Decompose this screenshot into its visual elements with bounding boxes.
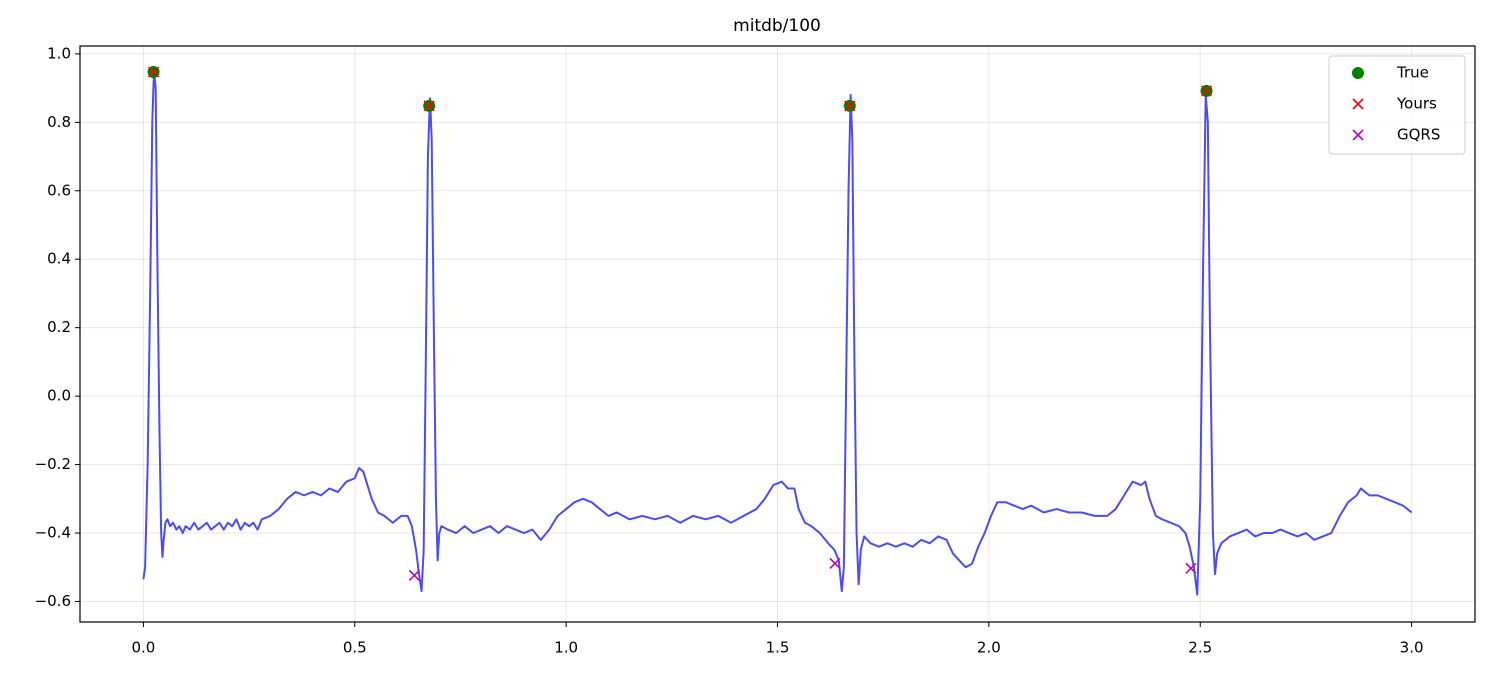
legend-label: Yours — [1396, 95, 1437, 113]
legend-box — [1328, 55, 1466, 155]
marker-x — [829, 557, 841, 570]
x-tick-label: 2.0 — [977, 639, 1001, 657]
legend: True Yours GQRS — [1328, 55, 1466, 155]
x-tick-label: 0.0 — [131, 639, 155, 657]
marker-x — [147, 66, 160, 78]
x-tick-label: 1.0 — [554, 639, 578, 657]
y-tick-label: 0.2 — [47, 318, 71, 336]
x-tick-label: 3.0 — [1400, 639, 1424, 657]
signal-line — [142, 69, 1413, 596]
y-tick-label: −0.4 — [35, 524, 71, 542]
marker-x — [1352, 129, 1364, 141]
y-tick-label: 0.4 — [47, 250, 71, 268]
marker-x — [1352, 98, 1364, 110]
marker-dot — [1352, 67, 1364, 79]
marker-x — [1201, 85, 1213, 97]
y-tick-label: 0.0 — [47, 387, 71, 405]
marker-x — [844, 100, 856, 112]
y-tick-label: 0.6 — [47, 181, 71, 199]
plot-frame — [79, 45, 1476, 623]
y-tick-label: 0.8 — [47, 113, 71, 131]
chart-title: mitdb/100 — [733, 16, 821, 36]
x-tick-label: 0.5 — [343, 639, 367, 657]
marker-x — [408, 569, 420, 582]
legend-label: GQRS — [1397, 126, 1440, 144]
y-tick-label: −0.6 — [35, 592, 71, 610]
marker-x — [423, 100, 435, 112]
x-tick-label: 2.5 — [1188, 639, 1212, 657]
legend-label: True — [1396, 64, 1429, 82]
x-tick-label: 1.5 — [766, 639, 790, 657]
y-tick-label: −0.2 — [35, 455, 71, 473]
y-tick-label: 1.0 — [47, 44, 71, 62]
marker-x — [1185, 562, 1197, 574]
